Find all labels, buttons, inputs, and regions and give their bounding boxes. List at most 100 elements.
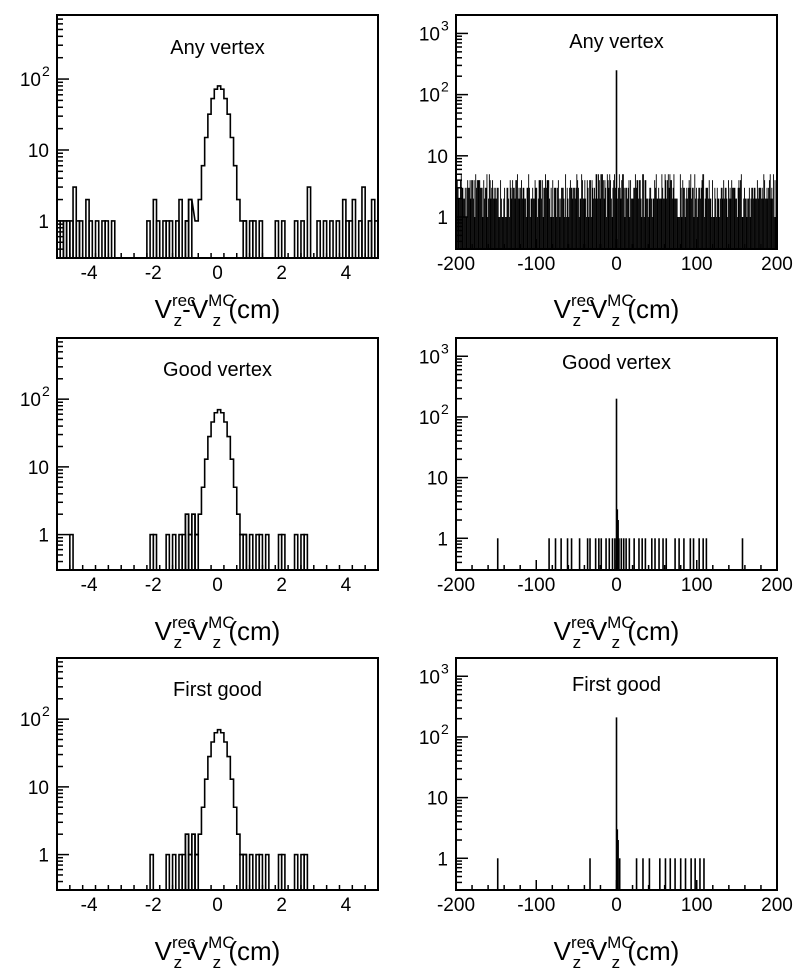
histogram-bin [617,520,619,570]
histogram-bin [242,533,248,570]
histogram-bin [264,853,270,890]
histogram-bin [69,533,74,570]
histogram-bin [470,198,472,249]
histogram-bin [616,509,619,570]
histogram-bin [695,187,697,249]
histogram-bin [622,538,625,570]
y-tick-label: 10 [419,667,440,688]
histogram-bin [464,187,466,249]
x-tick-label: 0 [212,575,223,596]
histogram-bin [772,174,774,249]
histogram-bin [274,220,280,258]
histogram-bin [488,198,489,249]
histogram-bin [705,538,708,570]
histogram-bin [592,187,594,249]
y-tick-label: 1 [437,529,448,550]
x-tick-label: 0 [611,254,622,275]
histogram-bin [584,180,586,249]
histogram-bin [634,187,636,249]
good-vertex-narrow-bins [69,408,309,570]
histogram-bin [661,174,663,249]
x-tick-label: 200 [761,254,793,275]
histogram-bin [775,217,777,249]
histogram-bin [499,217,501,249]
histogram-bin [469,180,471,249]
histogram-bin [258,853,264,890]
histogram-bin [653,198,655,249]
histogram-bin [572,198,574,249]
histogram-bin [654,538,656,570]
histogram-bin [496,538,499,570]
histogram-bin [669,174,671,249]
any-vertex-wide-xlabel: Vrec z-VMC z (cm) [554,291,680,330]
first-good-wide-bins [496,717,705,890]
histogram-bin [178,198,183,258]
histogram-bin [541,180,543,249]
histogram-bin [716,217,717,249]
histogram-bin [632,198,634,249]
histogram-bin [528,174,530,249]
histogram-bin [507,187,509,249]
x-tick-label: 0 [611,575,622,596]
histogram-bin [638,180,640,249]
x-tick-label: 0 [212,895,223,916]
histogram-bin [549,198,550,249]
histogram-bin [545,187,547,249]
histogram-bin [512,180,514,249]
histogram-bin [505,217,507,249]
histogram-bin [506,187,508,249]
histogram-bin [486,174,488,249]
any-vertex-narrow-xlabel: Vrec z-VMC z (cm) [155,291,281,330]
histogram-bin [621,180,623,249]
histogram-bin [691,187,693,249]
histogram-bin [361,186,366,258]
histogram-bin [774,180,776,249]
histogram-bin [537,217,538,249]
histogram-bin [580,198,582,249]
histogram-bin [601,174,603,249]
histogram-bin [536,187,538,249]
histogram-bin [351,198,357,258]
histogram-bin [613,180,615,249]
histogram-bin [746,217,748,249]
histogram-bin [474,217,476,249]
histogram-bin [88,220,94,258]
histogram-bin [692,538,695,570]
histogram-bin [560,198,562,249]
histogram-bin [473,180,475,249]
histogram-bin [146,220,151,258]
histogram-bin [704,198,706,249]
histogram-bin [628,180,630,249]
y-tick-label: 10 [427,469,448,490]
histogram-bin [618,538,620,570]
histogram-bin [531,198,533,249]
histogram-bin [668,187,670,249]
histogram-bin [749,217,751,249]
x-tick-label: -100 [517,575,555,596]
histogram-bin [571,187,573,249]
histogram-bin [620,538,623,570]
histogram-bin [617,198,619,249]
histogram-bin [743,198,745,249]
histogram-bin [573,187,575,249]
x-tick-label: -200 [437,575,475,596]
histogram-bin [760,198,762,249]
y-tick-exponent: 2 [441,721,449,737]
histogram-bin [722,198,724,249]
x-tick-label: -4 [81,263,98,284]
y-tick-exponent: 2 [42,383,50,399]
histogram-bin [760,187,762,249]
x-tick-label: 0 [212,263,223,284]
histogram-bin [476,180,478,249]
histogram-bin [516,180,518,249]
x-tick-label: 2 [276,895,287,916]
y-tick-label: 1 [38,846,49,867]
histogram-bin [523,187,525,249]
histogram-bin [596,174,598,249]
y-tick-exponent: 3 [441,340,449,356]
histogram-bin [640,198,642,249]
histogram-bin [460,180,461,249]
